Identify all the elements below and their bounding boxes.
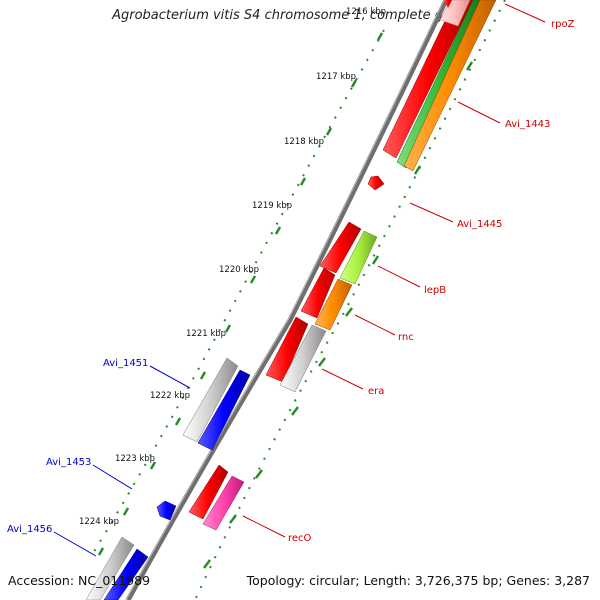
tick-label: 1217 kbp: [316, 72, 356, 82]
gene-label-avi-1445[interactable]: Avi_1445: [457, 219, 502, 230]
genome-summary-text: Topology: circular; Length: 3,726,375 bp…: [246, 573, 590, 588]
chromosome-backbone-highlight: [125, 0, 445, 600]
gene-feature[interactable]: [156, 500, 177, 521]
gene-feature[interactable]: [403, 0, 497, 172]
gene-label-avi-1453[interactable]: Avi_1453: [46, 457, 91, 468]
tick-label: 1216 kbp: [346, 7, 386, 17]
accession-text: Accession: NC_011989: [8, 573, 151, 588]
chromosome-backbone: [125, 0, 449, 600]
gene-feature[interactable]: [202, 475, 245, 531]
inner-tick-track: [91, 29, 385, 556]
gene-label-recO[interactable]: recO: [288, 533, 312, 544]
gene-feature[interactable]: [188, 464, 229, 520]
gene-label-avi-1443[interactable]: Avi_1443: [505, 119, 550, 130]
gene-feature[interactable]: [279, 324, 327, 393]
gene-feature[interactable]: [396, 0, 481, 169]
tick-marks: [97, 32, 384, 556]
gene-feature[interactable]: [300, 267, 336, 319]
gene-feature[interactable]: [314, 278, 353, 331]
tick-labels: 1216 kbp 1217 kbp 1218 kbp 1219 kbp 1220…: [79, 7, 386, 527]
gene-feature[interactable]: [444, 0, 452, 8]
gene-label-rnc[interactable]: rnc: [398, 332, 414, 343]
forward-strand-genes: [188, 0, 497, 531]
gene-feature[interactable]: [339, 230, 378, 285]
gene-label-avi-1451[interactable]: Avi_1451: [103, 358, 148, 369]
gene-labels: rpoZ Avi_1443 Avi_1445 lepB rnc era recO…: [7, 19, 575, 544]
gene-feature[interactable]: [85, 536, 135, 600]
gene-feature[interactable]: [319, 221, 362, 274]
tick-label: 1222 kbp: [150, 391, 190, 401]
reverse-strand-genes: [85, 357, 251, 600]
tick-label: 1221 kbp: [186, 329, 226, 339]
gene-label-lepB[interactable]: lepB: [424, 285, 446, 296]
outer-dotted-track: [194, 0, 506, 600]
tick-label: 1223 kbp: [115, 454, 155, 464]
map-title: Agrobacterium vitis S4 chromosome 1, com…: [112, 8, 488, 23]
gene-feature[interactable]: [197, 369, 251, 451]
gene-label-rpoZ[interactable]: rpoZ: [551, 19, 575, 30]
gene-feature[interactable]: [367, 175, 385, 191]
label-leaders: [53, 3, 546, 557]
gene-label-avi-1456[interactable]: Avi_1456: [7, 524, 52, 535]
tick-label: 1220 kbp: [219, 265, 259, 275]
tick-label: 1224 kbp: [79, 517, 119, 527]
gene-feature[interactable]: [103, 548, 149, 600]
tick-label: 1219 kbp: [252, 201, 292, 211]
tick-label: 1218 kbp: [284, 137, 324, 147]
gene-feature[interactable]: [382, 0, 474, 159]
gene-label-era[interactable]: era: [368, 386, 384, 397]
outer-tick-marks: [203, 61, 474, 569]
gene-feature[interactable]: [182, 357, 239, 443]
